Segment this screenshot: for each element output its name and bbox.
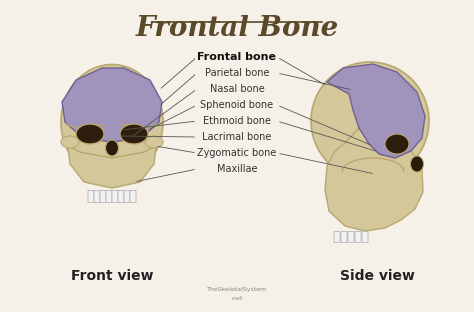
Ellipse shape (106, 140, 118, 156)
Text: Side view: Side view (339, 269, 414, 283)
Text: Sphenoid bone: Sphenoid bone (201, 100, 273, 110)
FancyBboxPatch shape (94, 191, 100, 202)
FancyBboxPatch shape (88, 191, 94, 202)
FancyBboxPatch shape (118, 191, 124, 202)
Text: Front view: Front view (71, 269, 153, 283)
Polygon shape (62, 68, 162, 142)
FancyBboxPatch shape (362, 232, 368, 242)
Text: .net: .net (231, 295, 243, 300)
Text: Ethmoid bone: Ethmoid bone (203, 116, 271, 126)
Ellipse shape (76, 124, 104, 144)
Text: Nasal bone: Nasal bone (210, 84, 264, 94)
Ellipse shape (410, 156, 423, 172)
Polygon shape (327, 64, 425, 158)
FancyBboxPatch shape (348, 232, 354, 242)
FancyBboxPatch shape (112, 191, 118, 202)
Ellipse shape (120, 124, 148, 144)
Text: Frontal bone: Frontal bone (198, 52, 276, 62)
FancyBboxPatch shape (106, 191, 112, 202)
FancyBboxPatch shape (100, 191, 106, 202)
Text: Frontal Bone: Frontal Bone (136, 15, 338, 42)
Ellipse shape (145, 136, 163, 148)
Text: Parietal bone: Parietal bone (205, 68, 269, 78)
Polygon shape (325, 128, 423, 231)
FancyBboxPatch shape (355, 232, 361, 242)
Ellipse shape (61, 65, 163, 179)
FancyBboxPatch shape (124, 191, 130, 202)
Text: TheSkeletalSystem: TheSkeletalSystem (207, 287, 267, 293)
Text: Lacrimal bone: Lacrimal bone (202, 132, 272, 142)
Text: Zygomatic bone: Zygomatic bone (197, 148, 277, 158)
FancyBboxPatch shape (341, 232, 347, 242)
FancyBboxPatch shape (130, 191, 136, 202)
Ellipse shape (385, 134, 409, 154)
Text: Maxillae: Maxillae (217, 164, 257, 174)
FancyBboxPatch shape (334, 232, 340, 242)
Ellipse shape (311, 62, 429, 180)
Ellipse shape (61, 136, 79, 148)
Polygon shape (68, 146, 156, 188)
